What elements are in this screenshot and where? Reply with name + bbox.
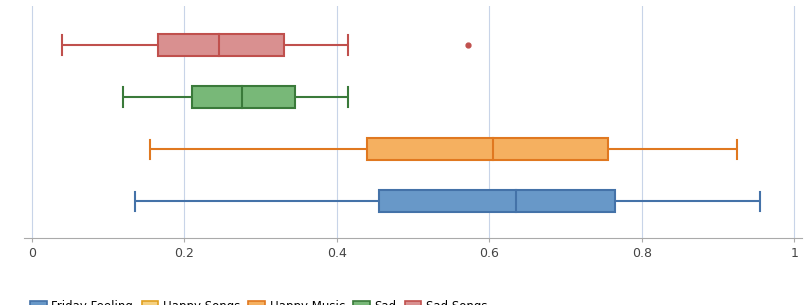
Bar (368, 138, 608, 160)
Bar (192, 86, 295, 108)
Bar (379, 191, 615, 212)
Bar (158, 34, 284, 56)
Legend: Friday Feeling, Happy Songs, Happy Music, Sad, Sad Songs: Friday Feeling, Happy Songs, Happy Music… (30, 300, 488, 305)
